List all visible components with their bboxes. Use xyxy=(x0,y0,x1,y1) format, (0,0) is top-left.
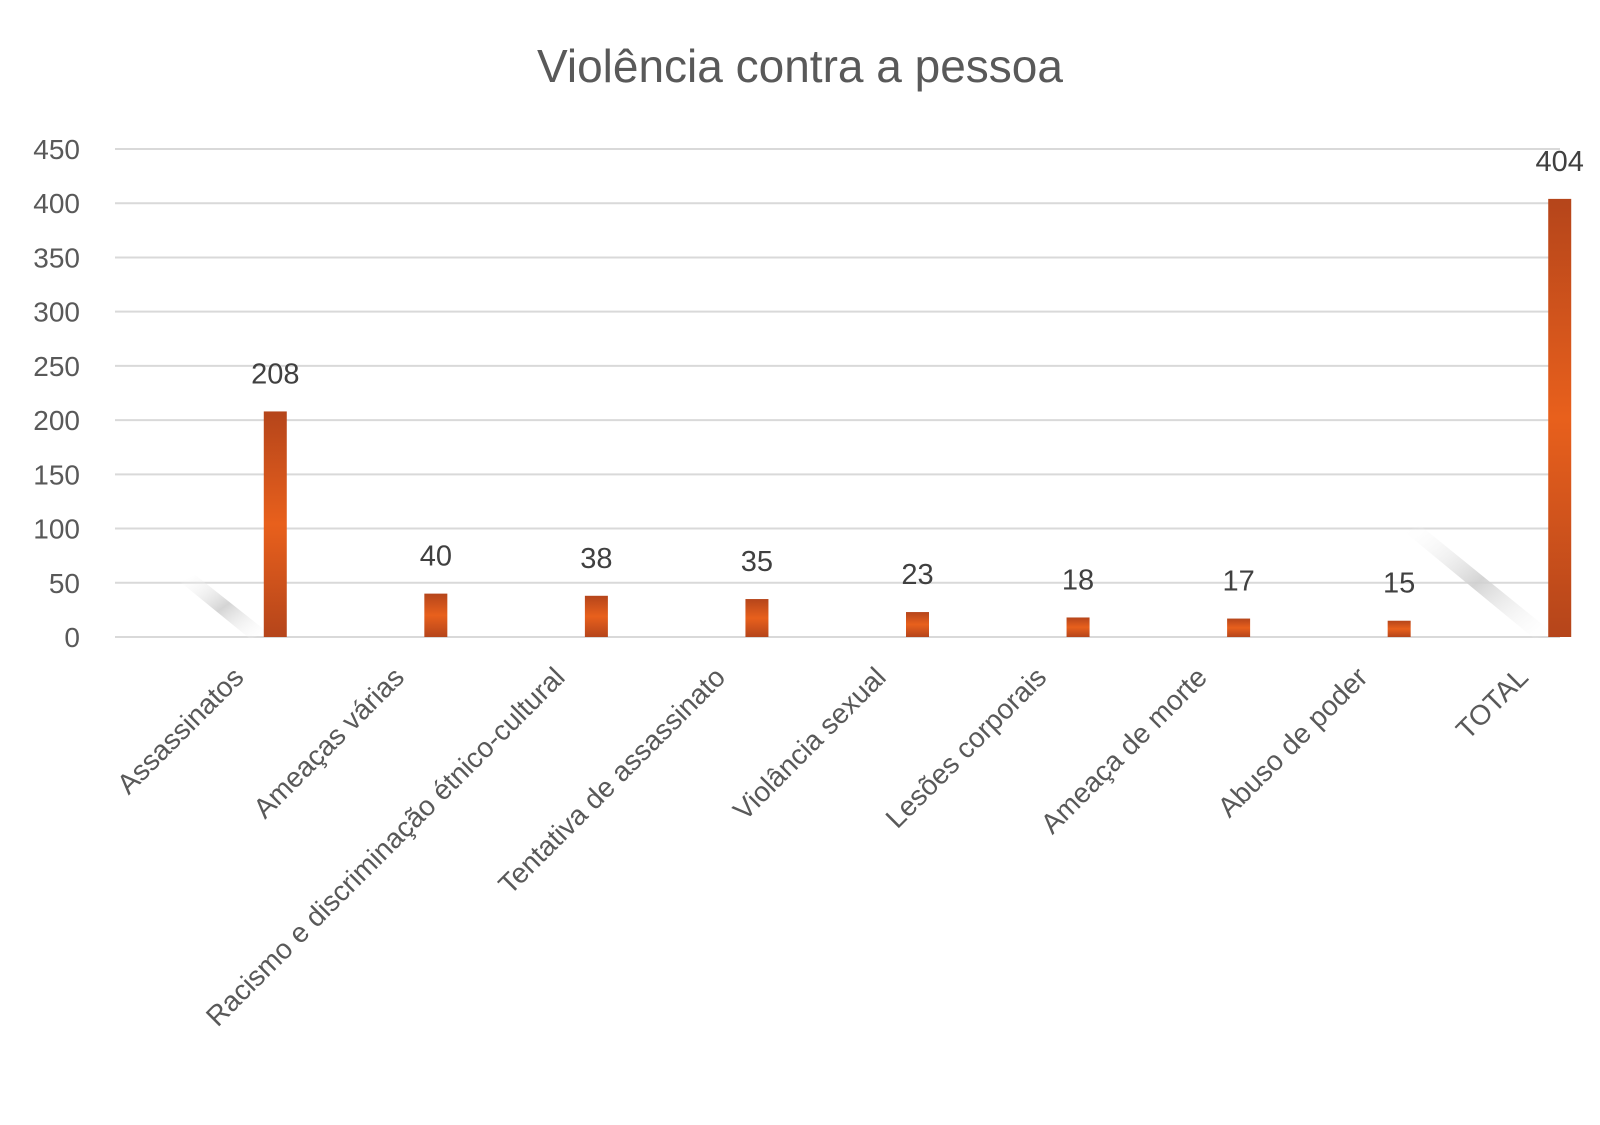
data-label: 15 xyxy=(1383,568,1415,600)
y-tick-label: 350 xyxy=(33,242,80,273)
x-tick-label: Ameaça de morte xyxy=(1035,661,1213,839)
x-tick-label: TOTAL xyxy=(1450,661,1534,745)
x-tick-label: Abuso de poder xyxy=(1212,661,1374,823)
x-tick-label: Violância sexual xyxy=(727,661,892,826)
x-tick-label: Ameaças várias xyxy=(247,661,410,824)
y-tick-label: 200 xyxy=(33,405,80,436)
x-tick-label: Lesões corporais xyxy=(880,661,1053,834)
bar-2 xyxy=(584,595,608,637)
data-label: 35 xyxy=(741,546,773,578)
x-tick-label: Racismo e discriminação étnico-cultural xyxy=(200,661,571,1032)
shadow-layer xyxy=(180,525,1552,639)
label-layer: 208 40 38 35 23 18 17 15 404 xyxy=(251,146,1584,600)
y-tick-label: 400 xyxy=(33,188,80,219)
y-tick-label: 300 xyxy=(33,297,80,328)
data-label: 208 xyxy=(251,358,299,390)
data-label: 23 xyxy=(901,559,933,591)
bar-6 xyxy=(1227,618,1251,637)
y-tick-label: 100 xyxy=(33,514,80,545)
bar-1 xyxy=(424,593,448,637)
bar-8 xyxy=(1548,198,1572,637)
bar-0 xyxy=(263,411,287,637)
x-tick-label: Assassinatos xyxy=(111,661,250,800)
y-tick-label: 250 xyxy=(33,351,80,382)
grid-layer: 0 50 100 150 200 250 300 350 400 450 xyxy=(33,134,1560,653)
data-label: 18 xyxy=(1062,564,1094,596)
y-tick-label: 150 xyxy=(33,459,80,490)
data-label: 404 xyxy=(1536,146,1584,178)
shadow-streak-left xyxy=(180,575,268,639)
bar-7 xyxy=(1387,620,1411,637)
bar-layer xyxy=(263,198,1572,637)
y-tick-label: 50 xyxy=(49,568,80,599)
data-label: 38 xyxy=(580,543,612,575)
y-tick-label: 0 xyxy=(64,622,80,653)
shadow-streak-right xyxy=(1404,525,1552,639)
data-label: 40 xyxy=(420,541,452,573)
bar-3 xyxy=(745,599,769,637)
data-label: 17 xyxy=(1222,566,1254,598)
bar-5 xyxy=(1066,617,1090,637)
chart-title: Violência contra a pessoa xyxy=(537,40,1063,92)
bar-4 xyxy=(906,612,929,637)
y-tick-label: 450 xyxy=(33,134,80,165)
